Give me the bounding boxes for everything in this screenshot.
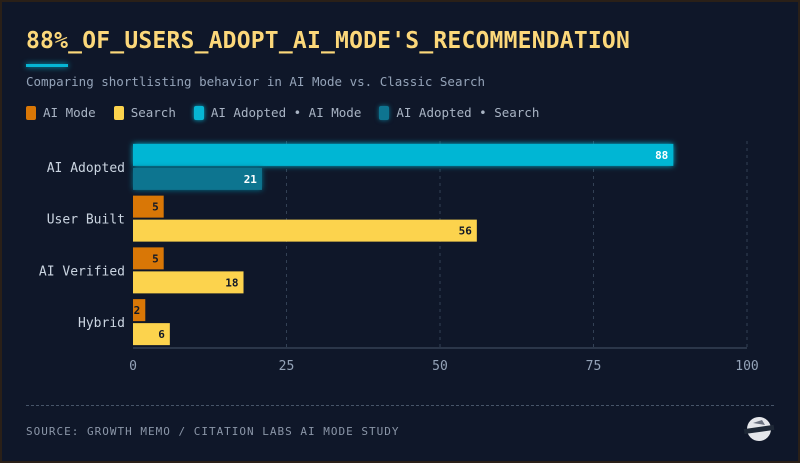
bar xyxy=(133,195,164,218)
source-note: SOURCE: GROWTH MEMO / CITATION LABS AI M… xyxy=(26,425,400,438)
legend-label: Search xyxy=(130,105,176,120)
bar xyxy=(133,143,674,166)
category-label: AI Adopted xyxy=(47,161,125,176)
legend-swatch xyxy=(113,105,124,120)
legend-swatch xyxy=(26,105,36,120)
legend: AI Mode Search AI Adopted • AI Mode AI A… xyxy=(26,105,539,120)
legend-label: AI Mode xyxy=(43,105,96,120)
bar xyxy=(133,219,477,242)
data-label: 5 xyxy=(152,252,159,265)
data-label: 2 xyxy=(134,304,141,317)
bar xyxy=(133,271,244,294)
x-tick-label: 75 xyxy=(586,359,602,374)
legend-item-search: Search xyxy=(113,105,176,120)
bar xyxy=(133,323,170,346)
bar xyxy=(133,247,164,270)
category-label: AI Verified xyxy=(39,264,125,279)
x-tick-label: 100 xyxy=(735,359,758,374)
data-label: 21 xyxy=(244,173,258,186)
data-label: 5 xyxy=(152,201,159,214)
legend-item-ai-adopted-search: AI Adopted • Search xyxy=(379,105,539,120)
footer-divider xyxy=(26,405,774,406)
data-label: 88 xyxy=(655,149,668,162)
bar xyxy=(133,167,262,190)
chart-title: 88%_OF_USERS_ADOPT_AI_MODE'S_RECOMMENDAT… xyxy=(26,28,631,54)
x-tick-label: 50 xyxy=(432,359,448,374)
legend-label: AI Adopted • AI Mode xyxy=(210,105,362,120)
data-label: 6 xyxy=(158,328,165,341)
category-label: User Built xyxy=(47,213,125,228)
x-tick-label: 25 xyxy=(279,359,295,374)
legend-swatch xyxy=(379,105,390,120)
x-tick-label: 0 xyxy=(129,359,137,374)
legend-item-ai-adopted-ai-mode: AI Adopted • AI Mode xyxy=(193,105,362,120)
title-underline xyxy=(26,64,68,67)
category-label: Hybrid xyxy=(78,316,125,331)
growth-memo-logo xyxy=(743,417,775,441)
legend-item-ai-mode: AI Mode xyxy=(26,105,96,120)
chart-subtitle: Comparing shortlisting behavior in AI Mo… xyxy=(26,74,486,89)
data-label: 56 xyxy=(459,225,473,238)
legend-label: AI Adopted • Search xyxy=(396,105,540,120)
bar xyxy=(133,299,146,322)
data-label: 18 xyxy=(225,276,238,289)
legend-swatch xyxy=(193,105,204,120)
